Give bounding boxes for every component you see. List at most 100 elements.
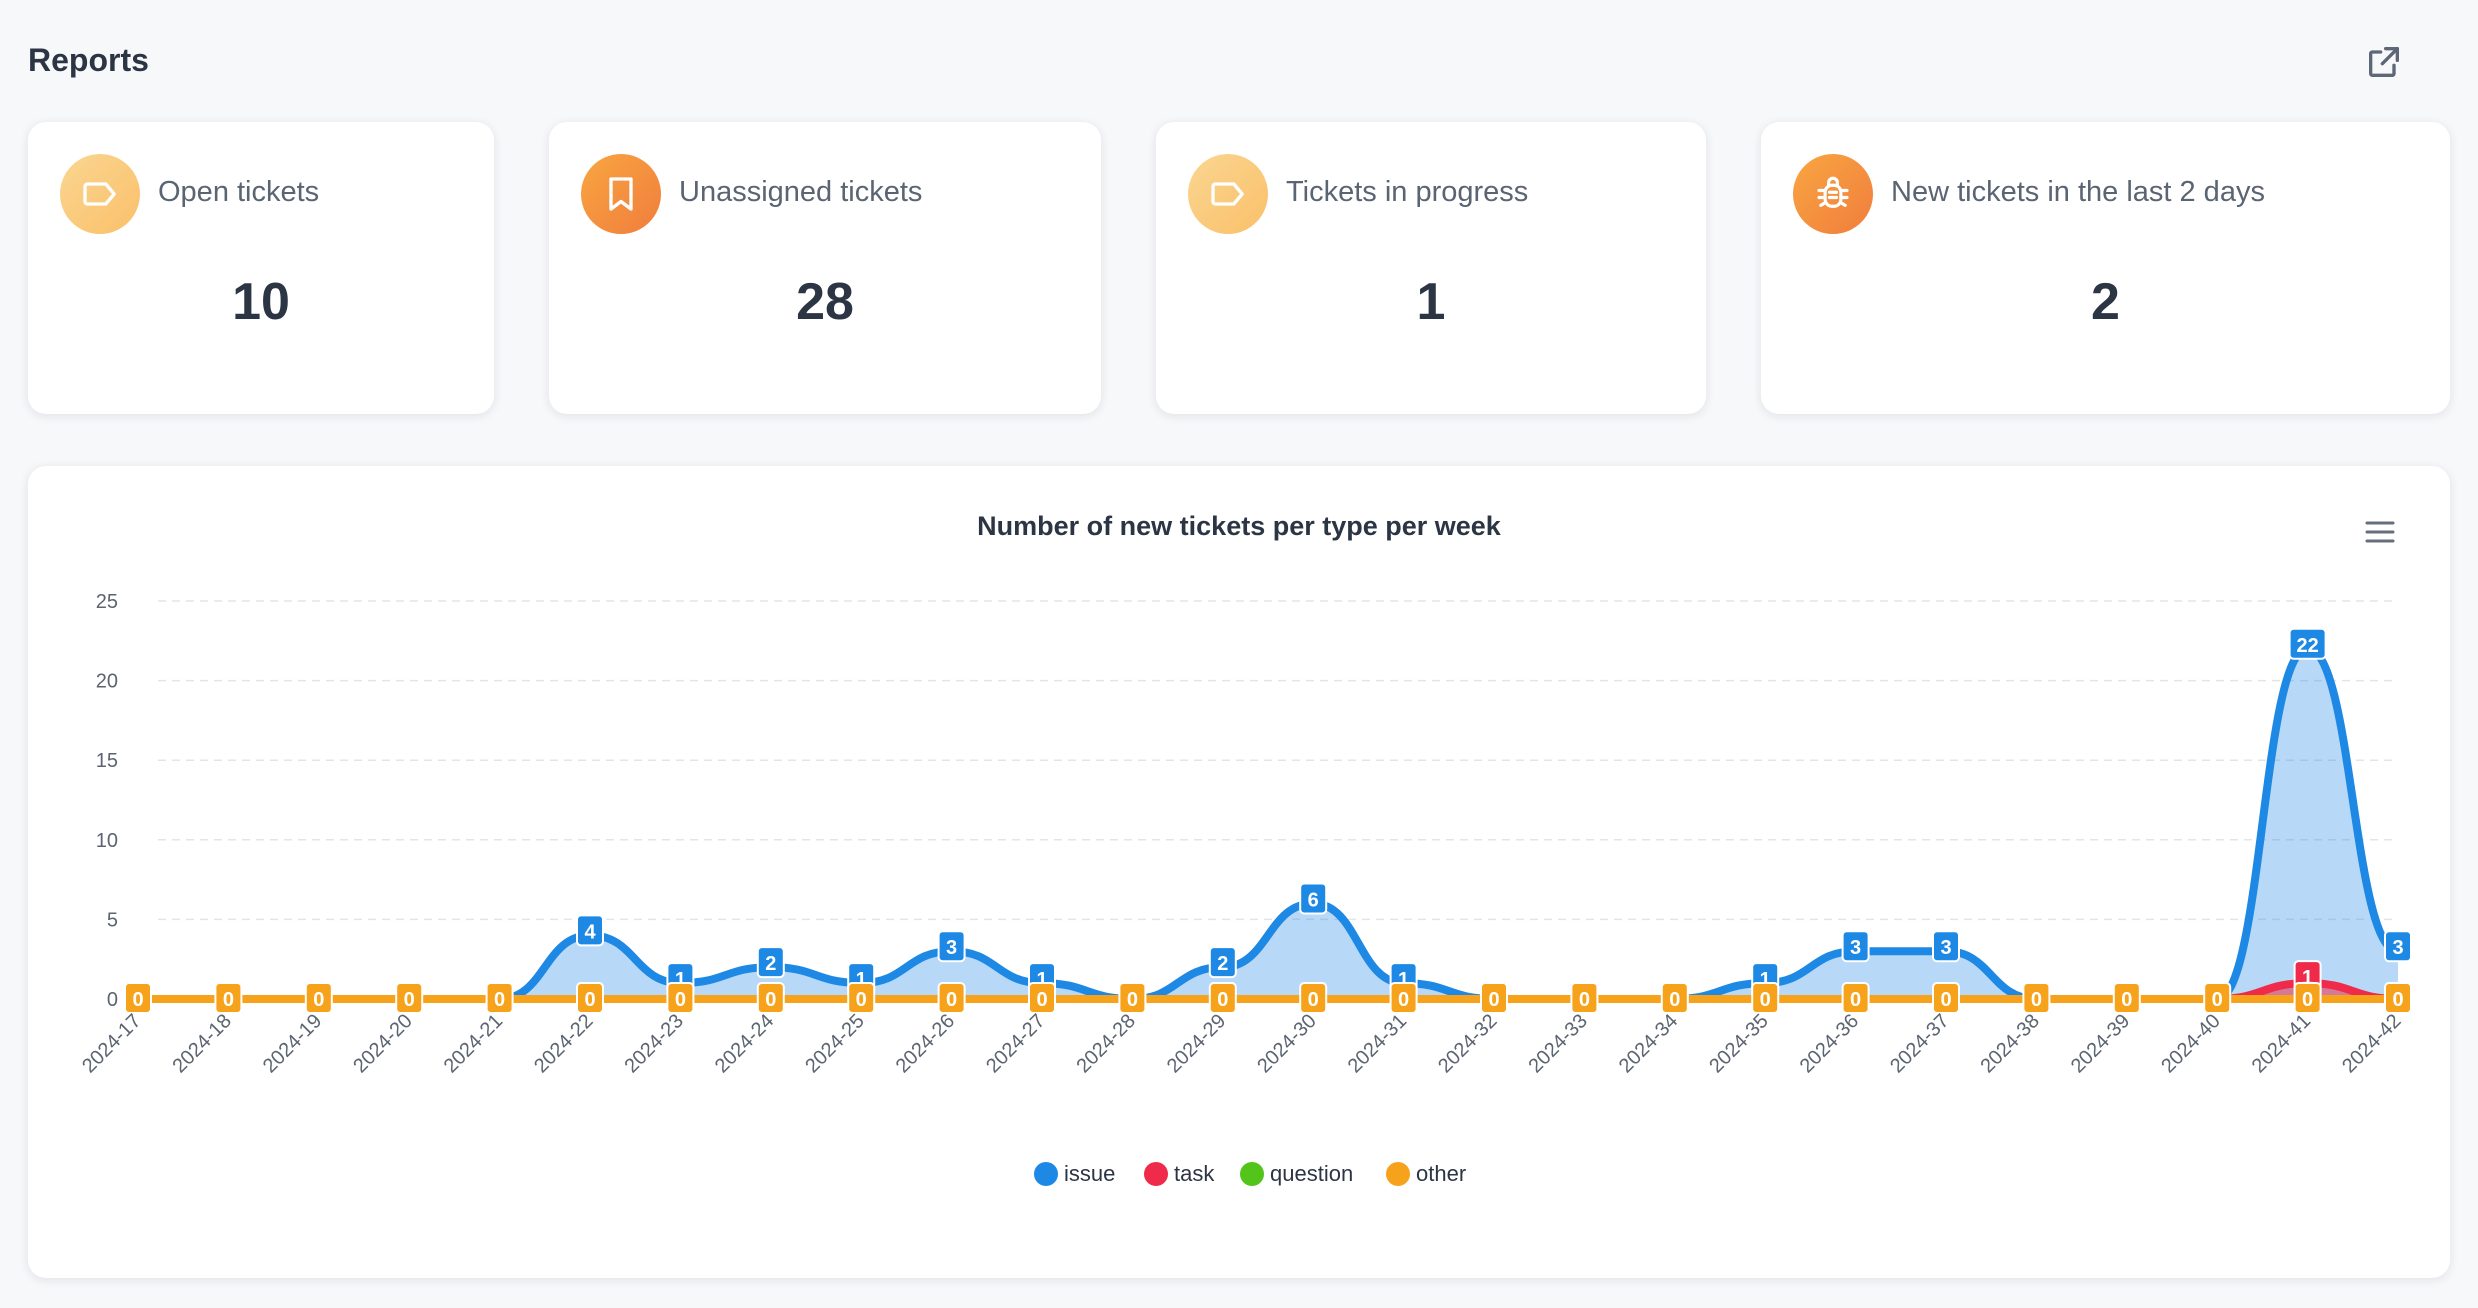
export-button[interactable] [2362,40,2406,84]
area-issue [138,648,2398,999]
tag-icon-badge [60,154,140,234]
x-tick-label: 2024-23 [620,1010,687,1077]
chart-card: Number of new tickets per type per week … [28,466,2450,1278]
legend-label: task [1174,1161,1215,1186]
x-tick-label: 2024-39 [2067,1010,2134,1077]
bookmark-icon [609,177,633,211]
tag-icon [1211,182,1244,206]
svg-text:0: 0 [132,989,143,1011]
svg-text:0: 0 [765,989,776,1011]
svg-text:0: 0 [404,989,415,1011]
legend-item-task[interactable]: task [1144,1161,1215,1186]
stat-card-unassigned-tickets[interactable]: Unassigned tickets 28 [549,122,1101,414]
stat-card-open-tickets[interactable]: Open tickets 10 [28,122,494,414]
legend-marker [1240,1162,1264,1186]
data-label-other: 0 [666,982,695,1014]
data-label-other: 0 [937,982,966,1014]
svg-text:0: 0 [2302,989,2313,1011]
svg-text:0: 0 [1760,989,1771,1011]
y-tick-label: 20 [96,671,118,693]
chart-title: Number of new tickets per type per week [977,511,1502,541]
stat-label: Open tickets [158,176,320,208]
svg-text:0: 0 [1488,989,1499,1011]
svg-text:1: 1 [2302,967,2313,989]
data-label-other: 0 [2293,982,2322,1014]
x-tick-label: 2024-34 [1615,1010,1682,1077]
stat-label: Tickets in progress [1286,176,1529,208]
data-label-other: 0 [1932,982,1960,1014]
svg-text:0: 0 [1308,989,1319,1011]
data-label-issue: 4 [576,914,604,947]
legend-marker [1034,1162,1058,1186]
legend-item-issue[interactable]: issue [1034,1161,1115,1186]
x-tick-label: 2024-36 [1796,1010,1863,1077]
data-label-other: 0 [2022,982,2051,1014]
svg-text:0: 0 [1127,989,1138,1011]
svg-text:3: 3 [1850,937,1861,959]
data-label-issue: 3 [2384,930,2412,963]
data-label-other: 0 [1118,982,1147,1014]
stat-card-new-tickets-2-days[interactable]: New tickets in the last 2 days 2 [1761,122,2450,414]
tag-icon [83,182,116,206]
chart-menu-button[interactable] [2358,510,2402,554]
svg-text:0: 0 [223,989,234,1011]
data-label-other: 0 [1570,982,1599,1014]
x-axis: 2024-17 2024-18 2024-19 2024-20 2024-21 2024-… [78,1010,2405,1077]
data-label-other: 0 [576,982,604,1014]
legend-item-question[interactable]: question [1240,1161,1353,1186]
svg-text:0: 0 [2212,989,2223,1011]
svg-text:4: 4 [584,921,596,943]
svg-text:22: 22 [2296,635,2318,657]
svg-text:2: 2 [1217,953,1228,975]
data-label-other: 0 [214,982,243,1014]
legend-label: issue [1064,1161,1115,1186]
x-tick-label: 2024-28 [1072,1010,1139,1077]
x-tick-label: 2024-40 [2157,1010,2224,1077]
data-label-other: 0 [1299,982,1328,1014]
bug-icon-badge [1793,154,1873,234]
hamburger-menu-icon [2365,521,2395,543]
stat-value: 1 [1416,273,1446,331]
bug-icon [1817,176,1849,208]
data-label-issue: 2 [756,946,785,979]
svg-text:3: 3 [1940,937,1951,959]
svg-text:0: 0 [2031,989,2042,1011]
data-label-other: 0 [1208,982,1237,1014]
bookmark-icon-badge [581,154,661,234]
svg-text:1: 1 [1036,969,1047,991]
x-tick-label: 2024-31 [1344,1010,1411,1077]
x-tick-label: 2024-42 [2338,1010,2405,1077]
svg-text:1: 1 [675,969,686,991]
svg-text:0: 0 [946,989,957,1011]
data-label-other: 0 [2384,982,2412,1014]
data-label-issue: 2 [1208,946,1237,979]
svg-text:0: 0 [313,989,324,1011]
stat-value: 28 [796,273,854,331]
x-tick-label: 2024-17 [78,1010,145,1077]
data-label-other: 0 [2203,982,2232,1014]
legend-item-other[interactable]: other [1386,1161,1466,1186]
legend-marker [1144,1162,1168,1186]
data-label-other: 0 [1480,982,1508,1014]
stat-card-tickets-in-progress[interactable]: Tickets in progress 1 [1156,122,1706,414]
data-label-issue: 3 [1841,930,1870,963]
svg-text:3: 3 [2392,937,2403,959]
x-tick-label: 2024-27 [982,1010,1049,1077]
tag-icon-badge [1188,154,1268,234]
svg-text:0: 0 [1940,989,1951,1011]
legend: issue task question other [1034,1161,1466,1186]
x-tick-label: 2024-24 [711,1010,778,1077]
svg-text:0: 0 [1036,989,1047,1011]
data-label-other: 0 [1841,982,1870,1014]
data-label-other: 0 [395,982,424,1014]
legend-marker [1386,1162,1410,1186]
x-tick-label: 2024-18 [168,1010,235,1077]
x-tick-label: 2024-29 [1163,1010,1230,1077]
stat-value: 10 [232,273,290,331]
svg-text:0: 0 [675,989,686,1011]
stat-label: Unassigned tickets [679,176,923,208]
data-label-other: 0 [756,982,785,1014]
y-tick-label: 5 [107,909,118,931]
page-title: Reports [28,42,149,78]
